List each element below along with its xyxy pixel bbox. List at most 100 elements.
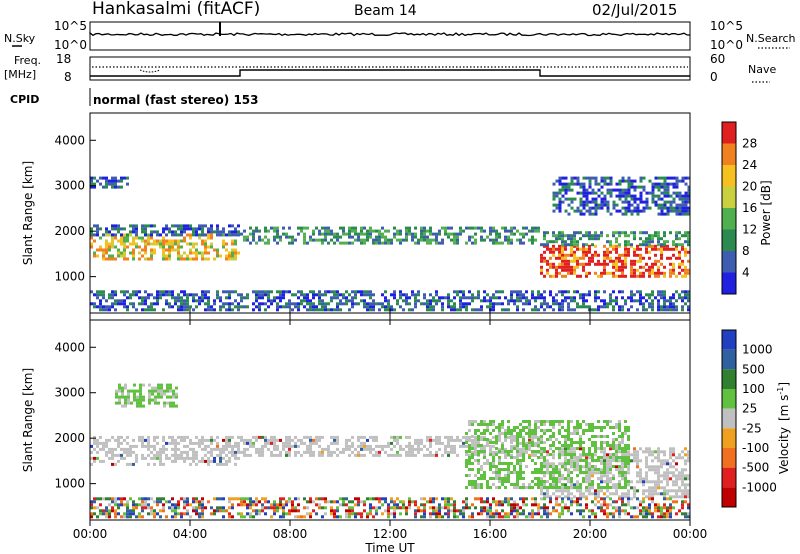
range-cell <box>468 438 471 441</box>
range-cell <box>660 237 663 241</box>
range-cell <box>576 441 579 444</box>
range-cell <box>654 296 657 300</box>
range-cell <box>468 483 471 486</box>
range-cell <box>660 492 663 496</box>
range-cell <box>312 232 315 236</box>
range-cell <box>150 224 153 228</box>
range-cell <box>474 438 477 441</box>
range-cell <box>609 480 612 483</box>
range-cell <box>186 242 189 246</box>
range-cell <box>240 450 243 454</box>
range-cell <box>570 420 573 423</box>
range-cell <box>303 305 306 309</box>
range-cell <box>582 465 585 469</box>
range-cell <box>501 447 504 450</box>
range-cell <box>663 296 666 300</box>
range-cell <box>186 500 189 504</box>
range-cell <box>369 503 372 507</box>
range-cell <box>552 456 555 460</box>
range-cell <box>141 254 144 258</box>
range-cell <box>669 477 672 481</box>
range-cell <box>474 474 477 477</box>
range-cell <box>561 253 564 257</box>
range-cell <box>657 474 660 478</box>
range-cell <box>510 226 513 230</box>
range-cell <box>381 232 384 236</box>
range-cell <box>552 426 555 429</box>
range-cell <box>234 227 237 231</box>
range-cell <box>579 468 582 471</box>
range-cell <box>594 471 597 475</box>
range-cell <box>450 226 453 230</box>
range-cell <box>102 176 105 180</box>
range-cell <box>522 459 525 462</box>
range-cell <box>435 506 438 510</box>
range-cell <box>297 444 300 448</box>
range-cell <box>636 299 639 303</box>
range-cell <box>546 465 549 469</box>
range-cell <box>483 435 486 439</box>
range-cell <box>573 441 576 444</box>
range-cell <box>627 250 630 254</box>
range-cell <box>591 471 594 475</box>
range-cell <box>192 299 195 303</box>
range-cell <box>315 441 318 445</box>
range-cell <box>582 243 585 247</box>
range-cell <box>480 512 483 516</box>
range-cell <box>522 453 525 456</box>
range-cell <box>645 462 648 466</box>
range-cell <box>660 305 663 309</box>
range-cell <box>411 450 414 454</box>
range-cell <box>96 456 99 460</box>
range-cell <box>612 500 615 504</box>
range-cell <box>651 308 654 312</box>
range-cell <box>243 235 246 239</box>
range-cell <box>237 293 240 297</box>
range-cell <box>579 509 582 513</box>
range-cell <box>561 200 565 204</box>
range-cell <box>504 474 507 477</box>
range-cell <box>597 500 600 504</box>
range-cell <box>306 444 309 448</box>
range-cell <box>543 256 546 260</box>
range-cell <box>243 447 246 451</box>
range-cell <box>543 480 546 483</box>
range-cell <box>534 423 537 426</box>
range-cell <box>474 447 477 450</box>
range-cell <box>165 293 168 297</box>
range-cell <box>621 462 624 465</box>
range-cell <box>177 506 180 510</box>
range-cell <box>540 480 543 483</box>
range-cell <box>567 480 570 484</box>
range-cell <box>114 462 117 466</box>
range-cell <box>504 432 507 435</box>
range-cell <box>669 231 672 235</box>
range-cell <box>90 302 93 306</box>
range-cell <box>597 492 600 496</box>
range-cell <box>597 471 600 475</box>
range-cell <box>255 435 258 439</box>
range-cell <box>645 509 648 513</box>
range-cell <box>129 509 132 513</box>
range-cell <box>462 290 465 294</box>
range-cell <box>222 438 225 442</box>
range-cell <box>162 462 165 466</box>
range-cell <box>249 232 252 236</box>
range-cell <box>225 438 228 442</box>
range-cell <box>561 512 564 516</box>
range-cell <box>639 185 643 189</box>
range-cell <box>585 489 588 493</box>
range-cell <box>606 489 609 493</box>
range-cell <box>192 257 195 261</box>
range-cell <box>336 308 339 312</box>
range-cell <box>486 462 489 465</box>
range-cell <box>627 503 630 507</box>
range-cell <box>225 257 228 261</box>
range-cell <box>381 305 384 309</box>
range-cell <box>678 509 681 513</box>
range-cell <box>180 512 183 516</box>
range-cell <box>534 462 537 465</box>
range-cell <box>576 509 579 513</box>
range-cell <box>510 293 513 297</box>
range-cell <box>246 503 249 507</box>
